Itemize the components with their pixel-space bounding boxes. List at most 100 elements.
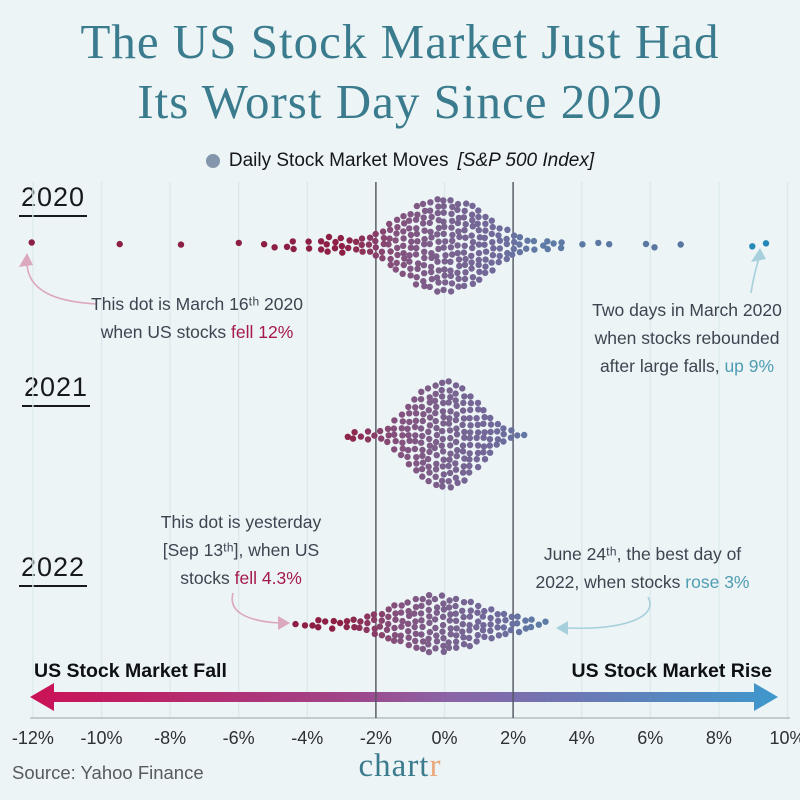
dot xyxy=(494,436,502,443)
dot xyxy=(502,617,509,624)
annotation-accent-fell-12: fell 12% xyxy=(231,322,294,342)
arrowhead-march2020 xyxy=(19,253,33,267)
dot xyxy=(462,269,469,276)
dot xyxy=(332,238,339,246)
dot xyxy=(366,248,374,255)
dot xyxy=(461,207,468,215)
dot xyxy=(378,435,385,442)
dot xyxy=(407,244,415,251)
dot xyxy=(494,420,502,428)
dot xyxy=(384,438,391,446)
dot xyxy=(412,630,419,637)
tick-label: -8% xyxy=(154,728,187,748)
dot xyxy=(324,248,331,255)
dot xyxy=(350,616,357,623)
dot xyxy=(479,627,487,634)
dot xyxy=(442,238,449,245)
dot xyxy=(474,442,482,449)
dot xyxy=(453,411,460,418)
dot xyxy=(447,258,454,265)
dot xyxy=(435,224,442,232)
dot xyxy=(461,434,468,441)
dot xyxy=(502,630,509,638)
dot xyxy=(447,244,455,251)
dot xyxy=(433,274,441,281)
dot xyxy=(445,478,452,485)
dot xyxy=(469,274,477,281)
tick-label: 0% xyxy=(431,728,458,748)
dot xyxy=(406,418,413,426)
dot xyxy=(400,242,407,249)
dot xyxy=(435,238,442,245)
dot xyxy=(418,617,425,624)
dot xyxy=(428,234,435,241)
dot xyxy=(453,425,460,432)
dot xyxy=(392,266,399,273)
dot xyxy=(440,606,448,613)
dot xyxy=(364,428,372,435)
dot xyxy=(372,252,379,259)
dot xyxy=(439,628,446,635)
dot xyxy=(452,466,460,473)
dot xyxy=(459,407,467,414)
dot xyxy=(515,628,523,636)
dot xyxy=(407,211,414,218)
dot xyxy=(480,449,487,456)
dot xyxy=(452,617,460,624)
dot xyxy=(447,484,454,491)
dot xyxy=(445,420,453,427)
dot xyxy=(426,448,433,456)
tick-label: -10% xyxy=(80,728,123,748)
dot xyxy=(385,620,392,628)
dot xyxy=(404,620,412,627)
dot xyxy=(468,211,476,218)
dot xyxy=(400,235,407,242)
dot xyxy=(399,418,406,425)
tick-label: -4% xyxy=(291,728,324,748)
dot xyxy=(425,428,432,435)
dot xyxy=(405,403,412,411)
dot xyxy=(452,382,460,389)
annotation-accent-rose-3: rose 3% xyxy=(685,572,750,592)
arrowhead-rebound2020 xyxy=(751,248,766,262)
beeswarm-2021 xyxy=(344,378,528,491)
dot xyxy=(452,595,460,603)
dot xyxy=(439,427,446,435)
dot xyxy=(445,378,452,385)
dot xyxy=(467,393,474,400)
dot xyxy=(434,231,441,238)
dot xyxy=(372,244,379,251)
dot xyxy=(476,234,484,241)
dot xyxy=(387,261,394,269)
dot xyxy=(433,460,440,467)
dot xyxy=(558,239,565,246)
dot xyxy=(459,628,466,635)
arrow-to-rebound2020-dots xyxy=(750,257,760,294)
dot xyxy=(411,438,419,445)
dot xyxy=(606,241,613,248)
dot xyxy=(366,234,374,241)
dot xyxy=(469,217,476,224)
dot xyxy=(343,618,351,625)
dot xyxy=(445,399,452,406)
dot xyxy=(379,228,387,235)
dot xyxy=(495,632,503,639)
dot xyxy=(28,239,35,246)
dot xyxy=(476,276,483,283)
dot xyxy=(438,442,445,449)
dot xyxy=(474,449,482,457)
dot xyxy=(487,621,494,628)
dot xyxy=(413,274,420,281)
dot xyxy=(425,635,432,642)
dot xyxy=(411,396,418,403)
dot xyxy=(479,613,487,620)
dot xyxy=(460,399,467,407)
dot xyxy=(434,196,441,203)
dot xyxy=(419,595,426,603)
year-label-2022: 2022 xyxy=(19,552,88,587)
dot xyxy=(391,446,398,453)
title-line-1: The US Stock Market Just Had xyxy=(80,14,720,69)
dot xyxy=(439,483,446,490)
dot xyxy=(482,248,490,255)
tick-label: -12% xyxy=(11,728,54,748)
